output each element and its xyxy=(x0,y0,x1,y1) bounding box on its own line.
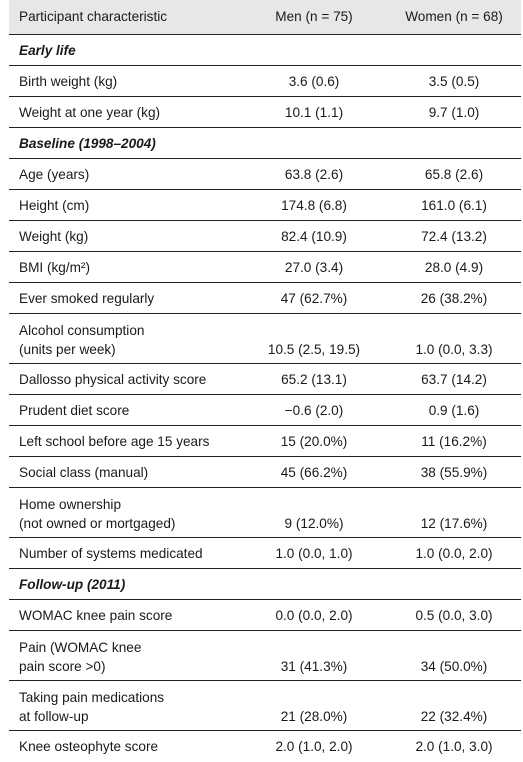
characteristic-cell: Alcohol consumption (units per week) xyxy=(19,323,145,357)
characteristic-cell: Weight at one year (kg) xyxy=(19,105,161,120)
table-row: Knee osteophyte score 2.0 (1.0, 2.0) 2.0 (… xyxy=(9,731,521,762)
section-header-row: Baseline (1998–2004) xyxy=(9,128,521,159)
men-value-cell: 9 (12.0%) xyxy=(284,516,344,531)
men-value-cell: 31 (41.3%) xyxy=(280,659,348,674)
table-row: Ever smoked regularly 47 (62.7%) 26 (38.2%… xyxy=(9,283,521,314)
table-row: Left school before age 15 years 15 (20.0%… xyxy=(9,426,521,457)
characteristic-cell: Weight (kg) xyxy=(19,229,89,244)
table-row: Weight (kg) 82.4 (10.9) 72.4 (13.2) xyxy=(9,221,521,252)
men-value-cell: 15 (20.0%) xyxy=(280,434,348,449)
characteristic-cell: Pain (WOMAC knee pain score >0) xyxy=(19,640,142,674)
table-row: WOMAC knee pain score 0.0 (0.0, 2.0) 0.5 (… xyxy=(9,600,521,631)
characteristic-cell: Dallosso physical activity score xyxy=(19,372,207,387)
table-row: Birth weight (kg) 3.6 (0.6) 3.5 (0.5) xyxy=(9,66,521,97)
section-label: Baseline (1998–2004) xyxy=(19,136,156,151)
table-row: Prudent diet score −0.6 (2.0) 0.9 (1.6) xyxy=(9,395,521,426)
characteristic-cell: Knee osteophyte score xyxy=(19,739,159,754)
characteristic-cell: WOMAC knee pain score xyxy=(19,608,173,623)
women-value-cell: 65.8 (2.6) xyxy=(424,167,484,182)
women-value-cell: 161.0 (6.1) xyxy=(421,198,487,213)
header-women: Women (n = 68) xyxy=(405,9,503,24)
header-men: Men (n = 75) xyxy=(275,9,353,24)
women-value-cell: 26 (38.2%) xyxy=(420,291,488,306)
women-value-cell: 1.0 (0.0, 3.3) xyxy=(415,342,493,357)
women-value-cell: 12 (17.6%) xyxy=(420,516,488,531)
women-value-cell: 0.5 (0.0, 3.0) xyxy=(415,608,493,623)
men-value-cell: 21 (28.0%) xyxy=(280,709,348,724)
characteristic-cell: Left school before age 15 years xyxy=(19,434,210,449)
table-row: Age (years) 63.8 (2.6) 65.8 (2.6) xyxy=(9,159,521,190)
table-row: Social class (manual) 45 (66.2%) 38 (55.9%… xyxy=(9,457,521,488)
table-row: Weight at one year (kg) 10.1 (1.1) 9.7 (1.… xyxy=(9,97,521,128)
table-row: Number of systems medicated 1.0 (0.0, 1.0… xyxy=(9,538,521,569)
table-row: Height (cm) 174.8 (6.8) 161.0 (6.1) xyxy=(9,190,521,221)
men-value-cell: −0.6 (2.0) xyxy=(284,403,344,418)
characteristic-cell: Prudent diet score xyxy=(19,403,130,418)
women-value-cell: 1.0 (0.0, 2.0) xyxy=(415,546,493,561)
table-body: Early life Birth weight (kg) 3.6 (0.6) 3.5 … xyxy=(9,35,521,762)
men-value-cell: 10.5 (2.5, 19.5) xyxy=(267,342,361,357)
characteristics-table: Participant characteristic Men (n = 75) … xyxy=(9,0,521,762)
women-value-cell: 22 (32.4%) xyxy=(420,709,488,724)
table-row: Alcohol consumption (units per week) 10.5… xyxy=(9,314,521,364)
women-value-cell: 11 (16.2%) xyxy=(421,434,487,449)
women-value-cell: 2.0 (1.0, 3.0) xyxy=(415,739,493,754)
section-header-row: Early life xyxy=(9,35,521,66)
women-value-cell: 38 (55.9%) xyxy=(420,465,488,480)
table-row: Home ownership (not owned or mortgaged) 9… xyxy=(9,488,521,538)
section-label: Early life xyxy=(19,43,76,58)
table-row: Taking pain medications at follow-up 21 (… xyxy=(9,681,521,731)
men-value-cell: 45 (66.2%) xyxy=(280,465,348,480)
table-header-row: Participant characteristic Men (n = 75) … xyxy=(9,0,521,35)
men-value-cell: 82.4 (10.9) xyxy=(281,229,347,244)
characteristic-cell: Ever smoked regularly xyxy=(19,291,155,306)
men-value-cell: 1.0 (0.0, 1.0) xyxy=(275,546,353,561)
characteristic-cell: Home ownership (not owned or mortgaged) xyxy=(19,497,176,531)
men-value-cell: 10.1 (1.1) xyxy=(284,105,344,120)
section-label: Follow-up (2011) xyxy=(19,577,126,592)
characteristic-cell: BMI (kg/m²) xyxy=(19,260,90,275)
characteristic-cell: Taking pain medications at follow-up xyxy=(19,690,165,724)
table-row: Dallosso physical activity score 65.2 (13… xyxy=(9,364,521,395)
women-value-cell: 9.7 (1.0) xyxy=(428,105,480,120)
men-value-cell: 2.0 (1.0, 2.0) xyxy=(275,739,353,754)
women-value-cell: 28.0 (4.9) xyxy=(424,260,484,275)
characteristic-cell: Social class (manual) xyxy=(19,465,149,480)
characteristic-cell: Age (years) xyxy=(19,167,90,182)
header-characteristic: Participant characteristic xyxy=(19,9,168,24)
women-value-cell: 63.7 (14.2) xyxy=(421,372,487,387)
men-value-cell: 3.6 (0.6) xyxy=(288,74,340,89)
men-value-cell: 63.8 (2.6) xyxy=(284,167,344,182)
characteristic-cell: Height (cm) xyxy=(19,198,90,213)
men-value-cell: 47 (62.7%) xyxy=(280,291,348,306)
men-value-cell: 174.8 (6.8) xyxy=(281,198,347,213)
men-value-cell: 65.2 (13.1) xyxy=(281,372,347,387)
men-value-cell: 0.0 (0.0, 2.0) xyxy=(275,608,353,623)
section-header-row: Follow-up (2011) xyxy=(9,569,521,600)
women-value-cell: 3.5 (0.5) xyxy=(428,74,480,89)
women-value-cell: 34 (50.0%) xyxy=(420,659,488,674)
characteristic-cell: Number of systems medicated xyxy=(19,546,203,561)
table-row: Pain (WOMAC knee pain score >0) 31 (41.3%… xyxy=(9,631,521,681)
women-value-cell: 0.9 (1.6) xyxy=(428,403,480,418)
characteristic-cell: Birth weight (kg) xyxy=(19,74,118,89)
table-row: BMI (kg/m²) 27.0 (3.4) 28.0 (4.9) xyxy=(9,252,521,283)
women-value-cell: 72.4 (13.2) xyxy=(421,229,487,244)
men-value-cell: 27.0 (3.4) xyxy=(284,260,344,275)
